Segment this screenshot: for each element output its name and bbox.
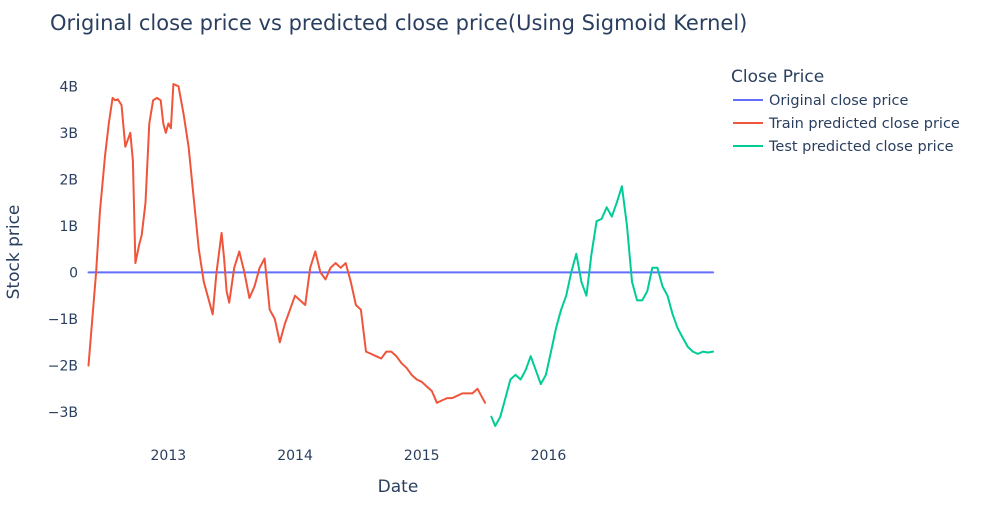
x-tick-label: 2016: [531, 448, 567, 464]
series-line-1: [87, 83, 487, 404]
legend-item-label: Test predicted close price: [768, 139, 954, 155]
x-tick-label: 2014: [277, 448, 313, 464]
x-axis-title: Date: [378, 477, 419, 497]
legend-item-label: Train predicted close price: [768, 116, 960, 132]
chart-title: Original close price vs predicted close …: [50, 11, 747, 35]
y-tick-label: 2B: [59, 172, 78, 188]
y-tick-label: −2B: [48, 359, 78, 375]
series-line-2: [490, 185, 715, 427]
y-axis-title: Stock price: [4, 205, 24, 300]
x-axis-ticks: 2013 2014 2015 2016: [151, 448, 567, 464]
legend-title: Close Price: [731, 67, 824, 87]
x-tick-label: 2013: [151, 448, 187, 464]
x-tick-label: 2015: [404, 448, 440, 464]
legend-item-label: Original close price: [769, 93, 908, 109]
y-tick-label: 0: [69, 265, 78, 281]
y-tick-label: 3B: [59, 126, 78, 142]
series-lines: [87, 83, 715, 427]
y-tick-label: 1B: [59, 219, 78, 235]
y-tick-label: 4B: [59, 79, 78, 95]
y-axis-ticks: 4B 3B 2B 1B 0 −1B −2B −3B: [48, 79, 78, 421]
legend: Original close price Train predicted clos…: [733, 93, 960, 155]
y-tick-label: −3B: [48, 405, 78, 421]
y-tick-label: −1B: [48, 312, 78, 328]
